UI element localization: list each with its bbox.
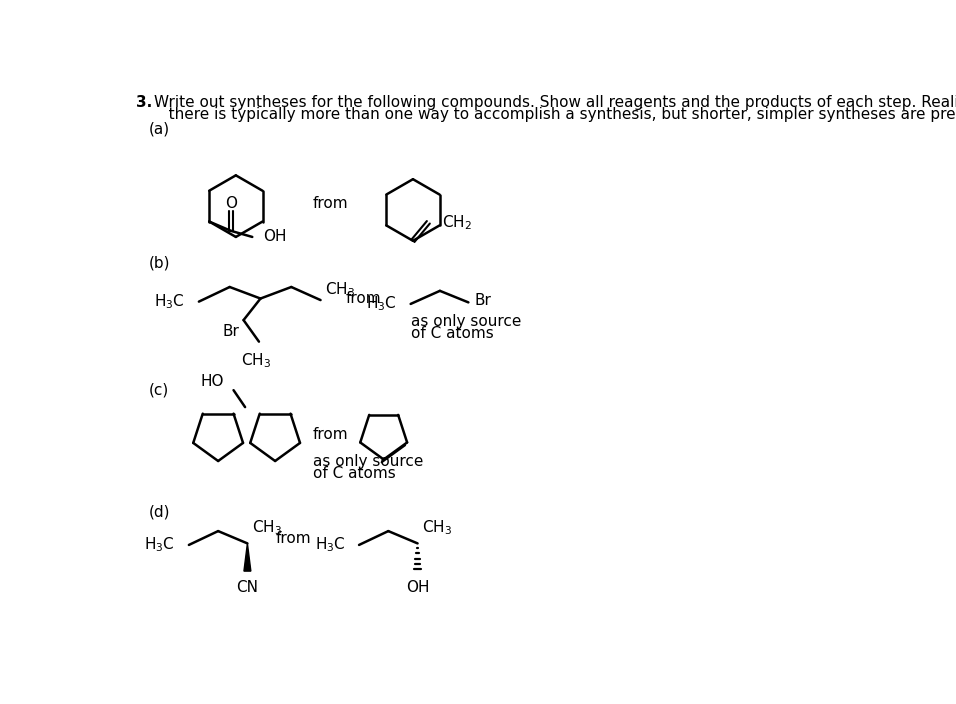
Text: from: from — [313, 427, 349, 442]
Text: H$_3$C: H$_3$C — [366, 294, 397, 313]
Text: CN: CN — [236, 580, 258, 596]
Text: as only source: as only source — [313, 454, 424, 470]
Text: (c): (c) — [149, 383, 169, 398]
Text: Br: Br — [223, 324, 240, 339]
Text: OH: OH — [263, 230, 287, 244]
Text: as only source: as only source — [411, 314, 521, 329]
Text: HO: HO — [200, 375, 224, 389]
Text: from: from — [313, 196, 349, 211]
Text: H$_3$C: H$_3$C — [315, 536, 345, 554]
Text: (d): (d) — [149, 504, 170, 520]
Text: CH$_3$: CH$_3$ — [325, 281, 356, 299]
Text: CH$_3$: CH$_3$ — [423, 519, 452, 537]
Text: CH$_2$: CH$_2$ — [443, 214, 472, 232]
Text: Br: Br — [474, 293, 491, 308]
Text: (a): (a) — [149, 122, 170, 137]
Text: H$_3$C: H$_3$C — [154, 292, 185, 311]
Text: O: O — [225, 196, 237, 211]
Text: Write out syntheses for the following compounds. Show all reagents and the produ: Write out syntheses for the following co… — [154, 95, 956, 111]
Text: from: from — [276, 532, 312, 546]
Text: there is typically more than one way to accomplish a synthesis, but shorter, sim: there is typically more than one way to … — [154, 107, 956, 122]
Text: from: from — [345, 291, 380, 306]
Polygon shape — [244, 543, 250, 571]
Text: 3.: 3. — [136, 95, 152, 111]
Text: H$_3$C: H$_3$C — [144, 536, 175, 554]
Text: of C atoms: of C atoms — [313, 466, 396, 481]
Text: (b): (b) — [149, 256, 170, 270]
Text: of C atoms: of C atoms — [411, 326, 493, 341]
Text: CH$_3$: CH$_3$ — [241, 352, 271, 370]
Text: OH: OH — [405, 580, 429, 596]
Text: CH$_3$: CH$_3$ — [252, 519, 282, 537]
